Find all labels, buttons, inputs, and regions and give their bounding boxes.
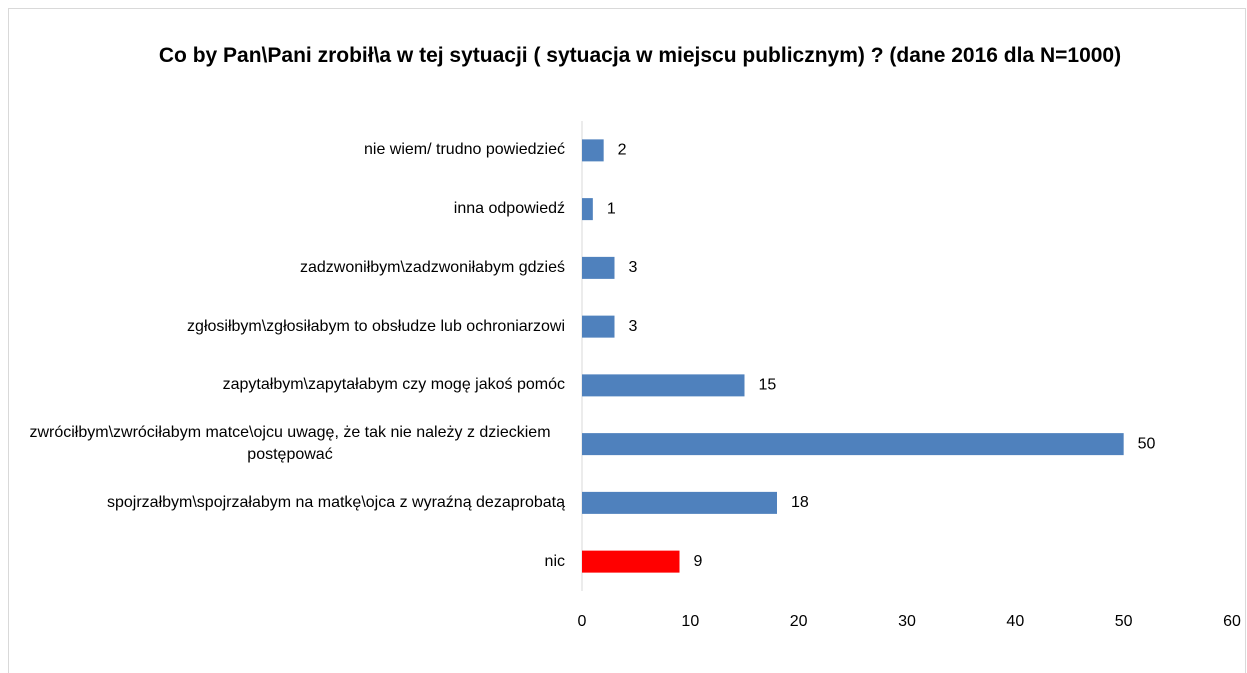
bar bbox=[582, 256, 615, 279]
y-tick-label-box: nie wiem/ trudno powiedzieć bbox=[5, 139, 565, 161]
y-tick-label-box: nic bbox=[5, 551, 565, 573]
x-tick-label: 40 bbox=[1006, 613, 1024, 630]
data-label: 18 bbox=[791, 494, 809, 511]
y-tick-label: zadzwoniłbym\zadzwoniłabym gdzieś bbox=[299, 258, 565, 276]
data-label: 3 bbox=[629, 259, 638, 276]
y-tick-label-box: spojrzałbym\spojrzałabym na matkę\ojca z… bbox=[5, 492, 565, 514]
x-tick-label: 20 bbox=[790, 613, 808, 630]
data-label: 2 bbox=[618, 142, 627, 159]
x-tick-label: 10 bbox=[681, 613, 699, 630]
chart-frame bbox=[8, 8, 1246, 673]
y-tick-label: zwróciłbym\zwróciłabym matce\ojcu uwagę,… bbox=[29, 424, 551, 464]
y-tick-label: zapytałbym\zapytałabym czy mogę jakoś po… bbox=[222, 376, 565, 394]
y-tick-label: nie wiem/ trudno powiedzieć bbox=[364, 141, 565, 159]
y-tick-label-box: zgłosiłbym\zgłosiłabym to obsłudze lub o… bbox=[5, 316, 565, 338]
data-label: 50 bbox=[1138, 435, 1156, 452]
y-tick-label-box: inna odpowiedź bbox=[5, 198, 565, 220]
data-label: 1 bbox=[607, 200, 616, 217]
bar bbox=[582, 491, 777, 514]
x-tick-label: 50 bbox=[1115, 613, 1133, 630]
y-tick-label: inna odpowiedź bbox=[453, 200, 565, 218]
y-tick-label: spojrzałbym\spojrzałabym na matkę\ojca z… bbox=[107, 493, 565, 511]
bar bbox=[582, 550, 680, 573]
data-label: 15 bbox=[759, 377, 777, 394]
y-tick-label-box: zwróciłbym\zwróciłabym matce\ojcu uwagę,… bbox=[5, 422, 565, 466]
bar bbox=[582, 198, 593, 221]
y-tick-label: nic bbox=[544, 552, 565, 570]
x-tick-label: 30 bbox=[898, 613, 916, 630]
chart-title: Co by Pan\Pani zrobił\a w tej sytuacji (… bbox=[158, 44, 1122, 67]
y-tick-label-box: zapytałbym\zapytałabym czy mogę jakoś po… bbox=[5, 374, 565, 396]
data-label: 3 bbox=[629, 318, 638, 335]
y-tick-label: zgłosiłbym\zgłosiłabym to obsłudze lub o… bbox=[187, 317, 565, 335]
bar bbox=[582, 315, 615, 338]
bar bbox=[582, 139, 604, 162]
data-label: 9 bbox=[694, 553, 703, 570]
bar bbox=[582, 433, 1124, 456]
x-tick-label: 60 bbox=[1223, 613, 1241, 630]
x-tick-label: 0 bbox=[578, 613, 587, 630]
bar bbox=[582, 374, 745, 397]
y-tick-label-box: zadzwoniłbym\zadzwoniłabym gdzieś bbox=[5, 257, 565, 279]
